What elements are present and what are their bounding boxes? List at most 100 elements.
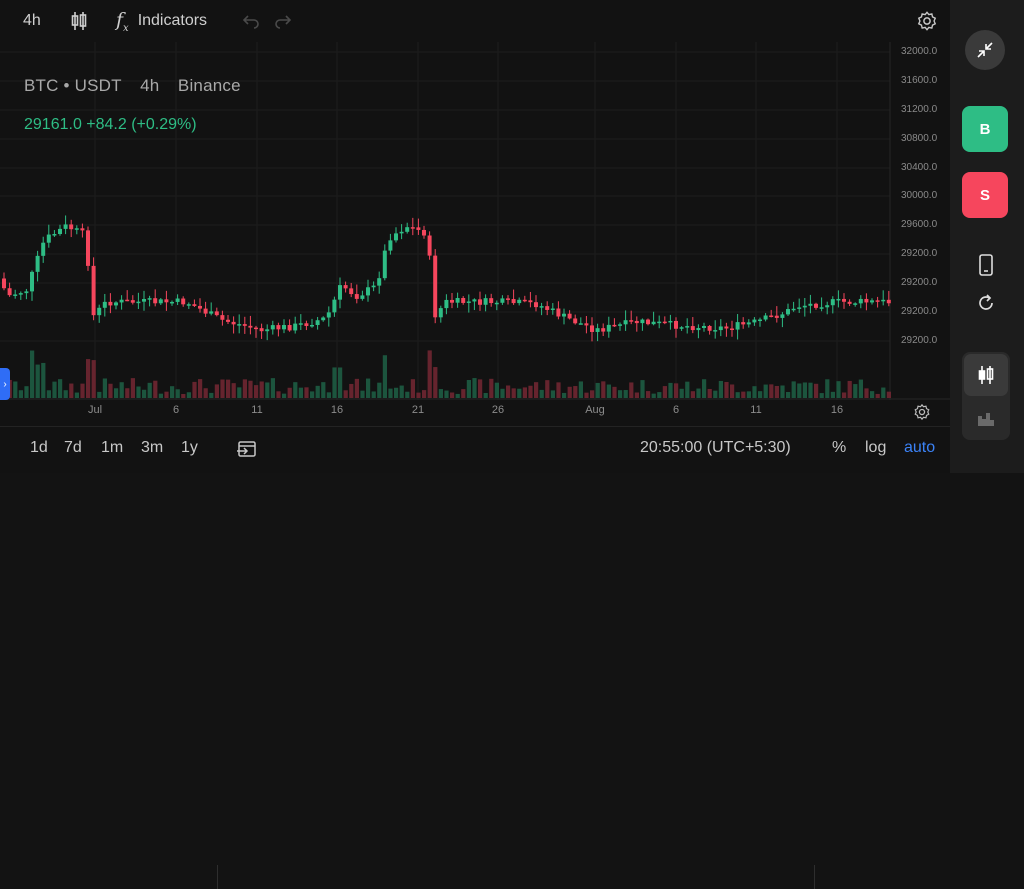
candle-body <box>489 298 494 304</box>
candle-body <box>63 224 68 229</box>
candle-body <box>91 265 96 316</box>
candles-view-button[interactable] <box>964 354 1008 396</box>
volume-bar <box>24 386 29 398</box>
volume-bar <box>321 382 326 398</box>
volume-bar <box>360 390 365 398</box>
depth-view-button[interactable] <box>964 398 1008 438</box>
volume-bar <box>741 391 746 398</box>
candle-body <box>573 318 578 324</box>
candle-body <box>886 299 891 304</box>
candle-body <box>612 324 617 327</box>
volume-bar <box>472 378 477 398</box>
time-tick-label: Aug <box>585 404 605 416</box>
volume-bar <box>181 393 186 398</box>
candle-body <box>175 298 180 302</box>
collapse-button[interactable] <box>965 30 1005 70</box>
range-1y[interactable]: 1y <box>181 439 198 456</box>
price-tick-label: 30400.0 <box>901 162 938 173</box>
volume-bar <box>724 381 729 398</box>
volume-bar <box>466 380 471 398</box>
indicators-button[interactable]: fx Indicators <box>116 8 207 34</box>
volume-bar <box>562 392 567 398</box>
candlestick-canvas <box>0 42 950 400</box>
volume-bar <box>528 385 533 398</box>
chart-settings-button[interactable] <box>916 8 938 34</box>
go-to-date-button[interactable] <box>236 439 258 464</box>
auto-toggle[interactable]: auto <box>904 439 936 456</box>
candle-body <box>595 328 600 332</box>
volume-bar <box>427 350 432 398</box>
volume-bar <box>539 389 544 398</box>
volume-bar <box>690 391 695 398</box>
volume-bar <box>629 382 634 398</box>
candle-body <box>623 320 628 325</box>
volume-bar <box>601 381 606 398</box>
candle-body <box>158 299 163 304</box>
volume-bar <box>763 384 768 398</box>
candle-body <box>472 299 477 302</box>
candle-body <box>741 322 746 325</box>
candle-body <box>338 285 342 300</box>
candle-body <box>679 327 684 329</box>
undo-icon <box>242 15 259 29</box>
volume-bar <box>886 391 891 398</box>
volume-bar <box>119 382 124 398</box>
chevron-right-icon: › <box>3 378 7 390</box>
candle-body <box>30 271 34 292</box>
candle-body <box>797 307 802 309</box>
volume-bar <box>595 382 600 398</box>
candle-body <box>270 325 275 330</box>
candle-body <box>864 298 869 303</box>
volume-bar <box>354 378 359 398</box>
candle-body <box>142 299 146 302</box>
time-tick-label: 6 <box>672 404 680 416</box>
range-1m[interactable]: 1m <box>101 439 124 456</box>
candle-body <box>58 228 62 235</box>
volume-bar <box>646 391 651 398</box>
range-3m[interactable]: 3m <box>141 439 164 456</box>
chart-type-button[interactable] <box>70 8 88 34</box>
volume-bar <box>13 381 18 398</box>
candle-body <box>847 301 852 304</box>
range-7d[interactable]: 7d <box>64 439 82 456</box>
volume-bar <box>259 381 264 398</box>
axis-settings-button[interactable] <box>913 403 931 426</box>
price-chart[interactable] <box>0 42 950 400</box>
candle-body <box>276 325 281 330</box>
percent-toggle[interactable]: % <box>832 439 847 456</box>
candle-body <box>662 321 667 324</box>
volume-bar <box>265 382 270 398</box>
refresh-button[interactable] <box>976 292 996 319</box>
candle-body <box>718 326 723 331</box>
candle-body <box>713 330 718 332</box>
range-1d[interactable]: 1d <box>30 439 48 456</box>
buy-button[interactable]: B <box>962 106 1008 152</box>
candle-body <box>7 288 12 296</box>
candle-body <box>774 315 779 318</box>
price-tick-label: 31600.0 <box>901 75 938 86</box>
device-button[interactable] <box>976 253 996 282</box>
volume-bar <box>640 380 645 398</box>
volume-bar <box>707 388 712 398</box>
exchange-name: Binance <box>177 76 241 95</box>
volume-bar <box>713 390 718 398</box>
candle-body <box>808 303 813 306</box>
scroll-handle[interactable]: › <box>0 368 10 400</box>
candle-body <box>875 300 880 302</box>
log-toggle[interactable]: log <box>865 439 887 456</box>
interval-selector[interactable]: 4h <box>23 8 41 34</box>
volume-bar <box>674 383 679 398</box>
sell-button[interactable]: S <box>962 172 1008 218</box>
candle-body <box>550 308 555 311</box>
candle-body <box>371 285 376 288</box>
redo-button[interactable] <box>274 8 292 34</box>
candle-body <box>293 323 298 331</box>
volume-bar <box>730 384 735 398</box>
volume-bar <box>102 378 107 398</box>
clock-time[interactable]: 20:55:00 (UTC+5:30) <box>640 439 791 456</box>
volume-bar <box>696 388 701 398</box>
candle-body <box>450 299 454 303</box>
candle-body <box>343 285 348 289</box>
undo-button[interactable] <box>242 8 260 34</box>
volume-bar <box>248 380 253 398</box>
